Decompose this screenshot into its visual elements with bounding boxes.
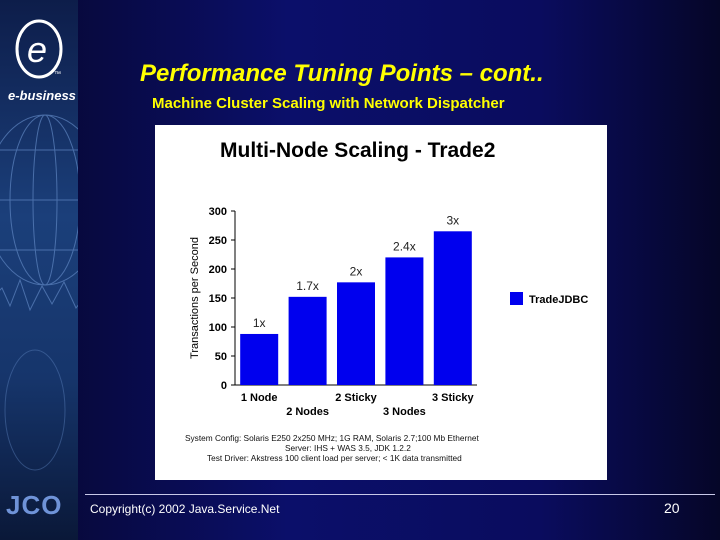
page-number: 20 bbox=[664, 500, 680, 516]
x-tick-label: 2 Sticky bbox=[335, 392, 377, 404]
legend-swatch bbox=[510, 292, 523, 305]
bar-data-label: 2.4x bbox=[393, 239, 416, 253]
legend-label: TradeJDBC bbox=[529, 294, 588, 306]
chart-panel: Multi-Node Scaling - Trade2 Transactions… bbox=[155, 125, 607, 480]
chart-notes: System Config: Solaris E250 2x250 MHz; 1… bbox=[185, 433, 479, 463]
x-tick-label: 3 Sticky bbox=[432, 392, 474, 404]
bar-chart: Multi-Node Scaling - Trade2 Transactions… bbox=[185, 139, 588, 463]
bar-data-label: 1x bbox=[253, 316, 266, 330]
y-tick-label: 150 bbox=[209, 293, 227, 305]
chart-legend: TradeJDBC bbox=[510, 292, 588, 306]
brand-text: e-business bbox=[8, 88, 76, 103]
y-tick-label: 50 bbox=[215, 351, 227, 363]
y-axis-label: Transactions per Second bbox=[189, 237, 201, 359]
chart-title: Multi-Node Scaling - Trade2 bbox=[220, 139, 495, 162]
y-tick-label: 100 bbox=[209, 322, 227, 334]
config-note: System Config: Solaris E250 2x250 MHz; 1… bbox=[185, 433, 479, 443]
bar-1-node bbox=[240, 333, 279, 385]
bar-2-sticky bbox=[337, 282, 375, 385]
bar-2-nodes bbox=[288, 296, 327, 385]
bar-data-label: 2x bbox=[350, 264, 363, 278]
slide-title: Performance Tuning Points – cont.. bbox=[140, 60, 544, 87]
copyright-text: Copyright(c) 2002 Java.Service.Net bbox=[90, 502, 280, 516]
x-tick-label: 2 Nodes bbox=[286, 406, 329, 418]
slide-subtitle: Machine Cluster Scaling with Network Dis… bbox=[152, 95, 505, 112]
x-tick-label: 1 Node bbox=[241, 392, 278, 404]
logo-tm: ™ bbox=[54, 71, 61, 78]
y-tick-label: 200 bbox=[209, 264, 227, 276]
y-tick-label: 250 bbox=[209, 235, 227, 247]
chart-axes: 0 50 100 150 200 250 300 bbox=[209, 206, 477, 392]
globe-graphic bbox=[0, 114, 78, 471]
y-tick-label: 300 bbox=[209, 206, 227, 218]
bar-3-nodes bbox=[385, 257, 424, 385]
logo-letter: e bbox=[27, 29, 47, 70]
sidebar-brand-strip: e ™ e-business JCO bbox=[0, 0, 78, 540]
y-tick-label: 0 bbox=[221, 380, 227, 392]
config-note: Test Driver: Akstress 100 client load pe… bbox=[207, 453, 462, 463]
bar-data-label: 1.7x bbox=[296, 279, 319, 293]
jco-logo: JCO bbox=[6, 490, 63, 520]
footer-divider bbox=[85, 494, 715, 495]
bar-3-sticky bbox=[433, 231, 472, 385]
x-tick-label: 3 Nodes bbox=[383, 406, 426, 418]
e-logo-icon: e ™ bbox=[15, 19, 63, 79]
bar-data-label: 3x bbox=[446, 213, 459, 227]
chart-bars: 1x 1 Node 1.7x 2 Nodes 2x 2 Sticky 2.4x 3 Nodes… bbox=[240, 213, 474, 418]
config-note: Server: IHS + WAS 3.5, JDK 1.2.2 bbox=[285, 443, 411, 453]
